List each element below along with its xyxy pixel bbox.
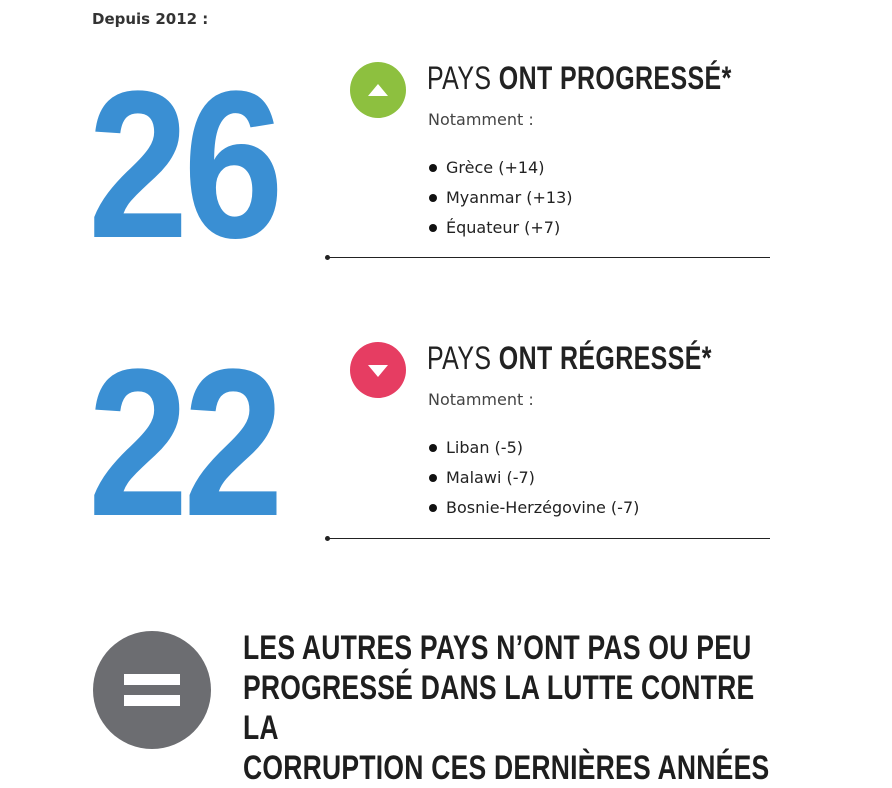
- list-item: Myanmar (+13): [428, 183, 573, 213]
- progressed-heading: PAYS ONT PROGRESSÉ*: [427, 60, 732, 97]
- regressed-heading: PAYS ONT RÉGRESSÉ*: [427, 340, 712, 377]
- progressed-count: 26: [88, 47, 284, 282]
- regressed-count: 22: [88, 325, 284, 560]
- others-line: PROGRESSÉ DANS LA LUTTE CONTRE LA: [243, 669, 755, 747]
- others-line: LES AUTRES PAYS N’ONT PAS OU PEU: [243, 629, 752, 667]
- triangle-down-icon: [350, 342, 406, 398]
- progressed-list: Grèce (+14) Myanmar (+13) Équateur (+7): [428, 153, 573, 243]
- others-line: CORRUPTION CES DERNIÈRES ANNÉES: [243, 749, 770, 787]
- equals-icon: [93, 631, 211, 749]
- triangle-up-icon: [350, 62, 406, 118]
- list-item: Équateur (+7): [428, 213, 573, 243]
- list-item: Grèce (+14): [428, 153, 573, 183]
- list-item: Liban (-5): [428, 433, 639, 463]
- progressed-heading-bold: ONT PROGRESSÉ*: [498, 60, 732, 96]
- list-item: Bosnie-Herzégovine (-7): [428, 493, 639, 523]
- regressed-heading-bold: ONT RÉGRESSÉ*: [498, 340, 712, 376]
- divider: [325, 536, 770, 541]
- divider: [325, 255, 770, 260]
- regressed-note: Notamment :: [428, 390, 534, 409]
- intro-label: Depuis 2012 :: [92, 10, 209, 28]
- others-statement: LES AUTRES PAYS N’ONT PAS OU PEU PROGRES…: [243, 628, 773, 788]
- progressed-note: Notamment :: [428, 110, 534, 129]
- regressed-list: Liban (-5) Malawi (-7) Bosnie-Herzégovin…: [428, 433, 639, 523]
- regressed-heading-light: PAYS: [427, 340, 499, 376]
- list-item: Malawi (-7): [428, 463, 639, 493]
- progressed-heading-light: PAYS: [427, 60, 499, 96]
